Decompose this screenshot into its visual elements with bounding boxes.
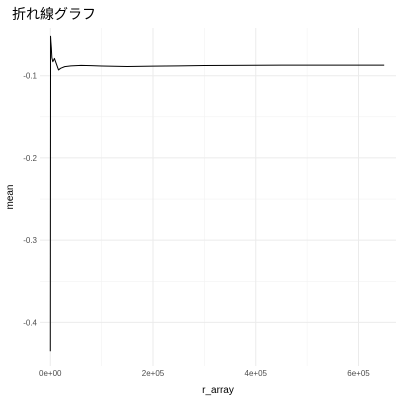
x-tick-label: 4e+05: [245, 369, 268, 378]
tick-labels: 0e+00 2e+05 4e+05 6e+05 -0.1 -0.2 -0.3 -0.4: [23, 72, 370, 378]
x-tick-label: 0e+00: [39, 369, 62, 378]
y-tick-label: -0.2: [23, 154, 37, 163]
y-tick-label: -0.1: [23, 72, 37, 81]
series-layer: [49, 35, 385, 352]
y-tick-label: -0.3: [23, 236, 37, 245]
x-axis-title: r_array: [202, 385, 234, 396]
x-tick-label: 6e+05: [347, 369, 370, 378]
series-line: [49, 35, 385, 352]
grid-lines: [40, 28, 396, 366]
y-tick-label: -0.4: [23, 318, 37, 327]
x-tick-label: 2e+05: [142, 369, 165, 378]
y-axis-title: mean: [5, 184, 16, 209]
chart-title: 折れ線グラフ: [12, 7, 96, 23]
